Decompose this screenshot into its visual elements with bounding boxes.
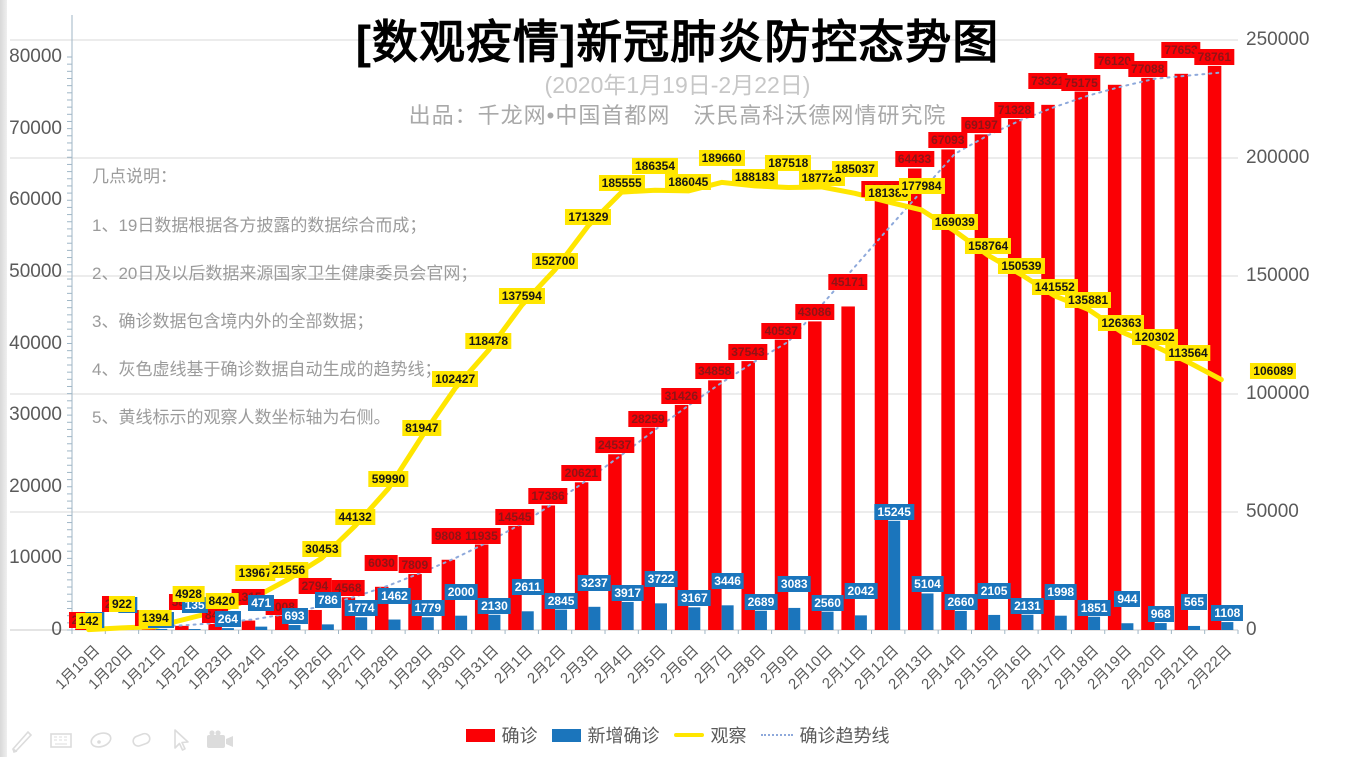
new-confirmed-bar xyxy=(954,610,967,630)
confirmed-bar xyxy=(974,134,989,631)
cursor-icon[interactable] xyxy=(166,726,192,754)
confirmed-bar xyxy=(608,454,622,630)
page-title: [数观疫情]新冠肺炎防控态势图 xyxy=(355,16,1000,68)
confirmed-bar xyxy=(441,559,456,630)
confirmed-bar xyxy=(508,525,522,630)
legend-item-new-confirmed: 新增确诊 xyxy=(551,722,660,748)
new-confirmed-bar xyxy=(688,607,701,630)
new-confirmed-swatch-icon xyxy=(551,728,581,742)
new-confirmed-bar xyxy=(388,619,401,630)
confirmed-bar xyxy=(674,404,689,630)
notes-block: 几点说明： 1、19日数据根据各方披露的数据综合而成； 2、20日及以后数据来源… xyxy=(92,162,572,451)
legend-label-trend: 确诊趋势线 xyxy=(799,726,890,746)
confirmed-bar xyxy=(208,623,222,630)
page-subtitle: (2020年1月19日-2月22日) xyxy=(544,72,811,98)
confirmed-bar xyxy=(841,306,855,630)
trend-swatch-icon xyxy=(760,734,793,736)
left-edge-strip xyxy=(0,0,7,757)
new-confirmed-bar xyxy=(655,603,667,630)
new-confirmed-bar xyxy=(788,607,801,630)
new-confirmed-bar xyxy=(921,593,934,630)
note-item: 3、确诊数据包含境内外的全部数据； xyxy=(92,312,374,331)
new-confirmed-bar xyxy=(321,624,334,630)
confirmed-bar xyxy=(1041,104,1055,631)
chart-legend: 确诊 新增确诊 观察 确诊趋势线 xyxy=(0,722,1355,748)
confirmed-bar xyxy=(175,625,189,630)
confirmed-bar xyxy=(808,321,822,630)
new-confirmed-bar xyxy=(288,625,301,630)
new-confirmed-bar xyxy=(521,611,534,630)
legend-label-confirmed: 确诊 xyxy=(501,726,538,746)
legend-item-confirmed: 确诊 xyxy=(465,722,538,748)
new-confirmed-bar xyxy=(621,601,634,630)
camera-icon[interactable] xyxy=(203,726,237,754)
legend-label-observation: 观察 xyxy=(710,726,747,746)
note-item: 2、20日及以后数据来源国家卫生健康委员会官网； xyxy=(92,264,478,283)
confirmed-bar xyxy=(708,380,722,630)
confirmed-bar xyxy=(1141,77,1155,631)
confirmed-bar xyxy=(774,339,789,630)
new-confirmed-bar xyxy=(1021,614,1034,630)
confirmed-bar xyxy=(1207,65,1222,631)
confirmed-bar xyxy=(275,615,289,630)
new-confirmed-bar xyxy=(1054,615,1067,630)
new-confirmed-bar xyxy=(1221,622,1234,630)
confirmed-bar xyxy=(741,361,755,630)
confirmed-bar xyxy=(1107,84,1122,630)
confirmed-bar xyxy=(941,149,955,630)
note-item: 1、19日数据根据各方披露的数据综合而成； xyxy=(92,216,427,235)
new-confirmed-bar xyxy=(754,610,767,630)
confirmed-bar xyxy=(241,620,256,630)
legend-item-observation: 观察 xyxy=(673,722,747,748)
annotation-toolbar xyxy=(8,726,237,754)
new-confirmed-bar xyxy=(188,629,201,630)
new-confirmed-bar xyxy=(455,615,468,630)
confirmed-bar xyxy=(874,197,889,630)
new-confirmed-bar xyxy=(821,611,834,630)
new-confirmed-bar xyxy=(221,628,234,630)
legend-item-trend: 确诊趋势线 xyxy=(760,722,890,748)
confirmed-bar xyxy=(1074,91,1089,630)
new-confirmed-bar xyxy=(255,626,268,630)
new-confirmed-bar xyxy=(421,617,434,630)
confirmed-bar xyxy=(541,505,556,630)
observation-swatch-icon xyxy=(673,733,704,737)
confirmed-bar xyxy=(574,482,589,630)
new-confirmed-bar xyxy=(721,605,734,630)
confirmed-bar xyxy=(908,168,922,630)
new-confirmed-bar xyxy=(1154,623,1167,630)
eraser-icon[interactable] xyxy=(127,726,155,754)
new-confirmed-bar xyxy=(1088,616,1101,630)
keyboard-icon[interactable] xyxy=(47,726,75,754)
new-confirmed-bar xyxy=(555,609,568,630)
laser-pointer-icon[interactable] xyxy=(86,726,116,754)
new-confirmed-bar xyxy=(1121,623,1134,630)
new-confirmed-bar xyxy=(854,615,867,630)
legend-label-new-confirmed: 新增确诊 xyxy=(587,726,660,746)
note-item: 4、灰色虚线基于确诊数据自动生成的趋势线； xyxy=(92,360,442,379)
confirmed-bar xyxy=(75,628,89,630)
pencil-icon[interactable] xyxy=(8,726,36,754)
confirmed-bar xyxy=(408,574,422,630)
confirmed-swatch-icon xyxy=(465,728,495,742)
new-confirmed-bar xyxy=(988,614,1001,630)
confirmed-bar xyxy=(474,544,489,630)
confirmed-bar xyxy=(308,609,322,630)
confirmed-bar xyxy=(1007,119,1022,631)
confirmed-bar xyxy=(1174,73,1189,631)
new-confirmed-bar xyxy=(488,614,501,630)
new-confirmed-bar xyxy=(355,617,368,630)
new-confirmed-bar xyxy=(588,606,601,630)
confirmed-bar xyxy=(641,427,655,630)
new-confirmed-bar xyxy=(1188,625,1201,630)
new-confirmed-bar xyxy=(155,628,168,630)
note-item: 5、黄线标示的观察人数坐标轴为右侧。 xyxy=(92,408,391,427)
notes-heading: 几点说明： xyxy=(92,167,177,186)
page-publisher: 出品：千龙网•中国首都网 沃民高科沃德网情研究院 xyxy=(408,103,947,128)
confirmed-bar xyxy=(374,586,389,630)
confirmed-bar xyxy=(341,597,356,630)
new-confirmed-bar xyxy=(888,520,901,630)
